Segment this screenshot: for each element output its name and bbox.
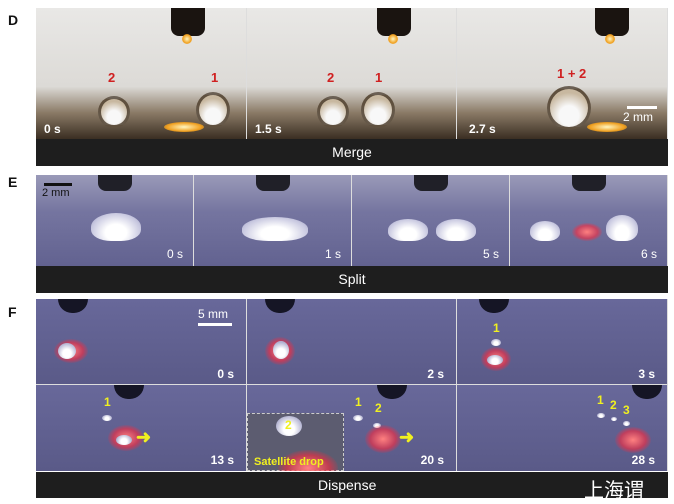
drop-label: 2: [610, 398, 617, 412]
droplet: [98, 96, 130, 128]
drop-label: 1: [104, 395, 111, 409]
timestamp: 2 s: [427, 367, 444, 381]
inset: 2 Satellite drop: [247, 413, 344, 471]
panel-label-d: D: [8, 12, 19, 28]
timestamp: 6 s: [640, 247, 657, 261]
merge-frame-2: 2 1 1.5 s: [247, 8, 457, 139]
timestamp: 5 s: [482, 247, 499, 261]
timestamp: 0 s: [217, 367, 234, 381]
drop-label: 1: [355, 395, 362, 409]
timestamp: 28 s: [631, 453, 655, 467]
timestamp: 1 s: [324, 247, 341, 261]
dispense-frame-1: 5 mm 0 s: [36, 299, 247, 385]
drop-label: 1: [597, 393, 604, 407]
needle: [171, 8, 205, 36]
split-frame-3: 5 s: [352, 175, 510, 266]
dispense-frame-5: 2 Satellite drop 1 2 ➜ 20 s: [247, 385, 457, 471]
dispense-frame-2: 2 s: [247, 299, 457, 385]
dispense-frame-4: 1 ➜ 13 s: [36, 385, 247, 471]
watermark: 上海谓: [584, 480, 644, 502]
droplet: [196, 92, 230, 128]
drop-label: 1 + 2: [557, 66, 587, 81]
drop-label: 2: [108, 70, 116, 85]
merge-frame-1: 2 1 0 s: [36, 8, 247, 139]
caption-split: Split: [36, 266, 668, 293]
drop-label: 1: [211, 70, 219, 85]
timestamp: 0 s: [166, 247, 183, 261]
timestamp: 13 s: [210, 453, 234, 467]
dispense-frame-3: 1 3 s: [457, 299, 668, 385]
split-frame-1: 2 mm 0 s: [36, 175, 194, 266]
droplet: [361, 92, 395, 128]
drop-label: 1: [375, 70, 383, 85]
timestamp: 20 s: [420, 453, 444, 467]
satellite-drop-label: Satellite drop: [254, 456, 324, 468]
scale-label: 2 mm: [623, 110, 653, 124]
arrow-right-icon: ➜: [136, 427, 152, 447]
scale-bar: [627, 106, 657, 109]
drop-label: 1: [493, 321, 500, 335]
timestamp: 2.7 s: [469, 122, 496, 136]
split-frame-4: 6 s: [510, 175, 668, 266]
split-frame-2: 1 s: [194, 175, 352, 266]
panel-label-e: E: [8, 174, 18, 190]
drop-label: 2: [327, 70, 335, 85]
arrow-right-icon: ➜: [399, 427, 415, 447]
timestamp: 1.5 s: [255, 122, 282, 136]
droplet: [547, 86, 591, 130]
dispense-frame-6: 1 2 3 28 s: [457, 385, 668, 471]
drop-label: 3: [623, 403, 630, 417]
timestamp: 3 s: [638, 367, 655, 381]
timestamp: 0 s: [44, 122, 61, 136]
drop-label: 2: [375, 401, 382, 415]
inset-drop-number: 2: [285, 418, 292, 432]
merge-frame-3: 1 + 2 2 mm 2.7 s: [457, 8, 668, 139]
caption-dispense: Dispense: [36, 472, 668, 498]
scale-label: 5 mm: [198, 307, 228, 321]
caption-merge: Merge: [36, 139, 668, 166]
scale-label: 2 mm: [42, 187, 70, 199]
panel-label-f: F: [8, 304, 17, 320]
droplet: [317, 96, 349, 128]
